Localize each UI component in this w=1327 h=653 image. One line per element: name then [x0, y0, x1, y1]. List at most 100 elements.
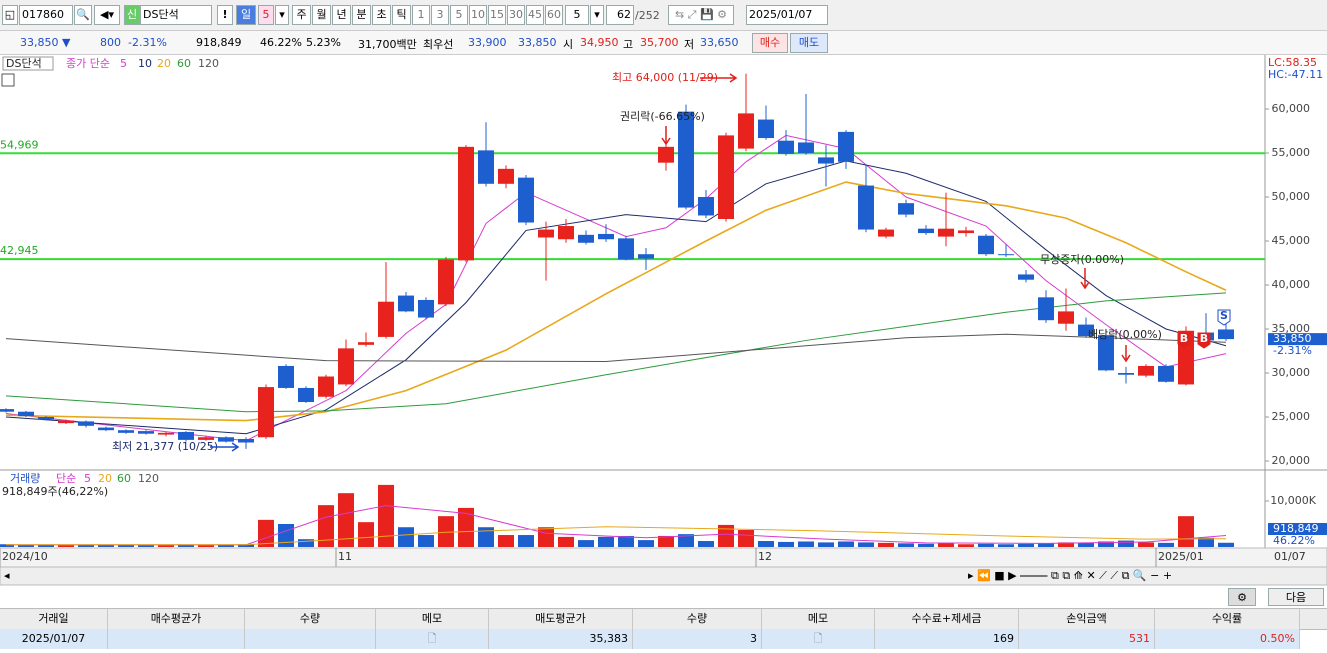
annotation-arrow — [661, 126, 671, 146]
candle-body — [38, 416, 54, 420]
candle-body — [598, 233, 614, 240]
period[interactable]: 일 — [236, 5, 256, 25]
icon[interactable]: ◱ — [2, 5, 18, 25]
candle-body — [578, 234, 594, 243]
count[interactable]: 62 — [606, 5, 634, 25]
period-button[interactable]: 초 — [372, 5, 391, 25]
legend-entry: 10 — [138, 57, 152, 70]
settings[interactable]: ⚙ — [1228, 588, 1256, 606]
interval-button[interactable]: 10 — [469, 5, 487, 25]
volume-bar — [918, 543, 934, 547]
scrollbar[interactable] — [0, 566, 1327, 586]
volume-sub: 918,849주(46,22%) — [2, 485, 108, 498]
scroll-tools[interactable]: ▸ ⏪ ■ ▶ ⎯⎯⎯⎯⎯ ⧉ ⧉ ⟰ ✕ ⟋ ⟋ ⧉ 🔍 − + — [968, 568, 1172, 582]
interval-button[interactable]: 5 — [450, 5, 468, 25]
table-cell: 531 — [1019, 629, 1155, 649]
amount: 31,700백만 — [358, 38, 417, 51]
sell-button[interactable]: 매도 — [790, 33, 828, 53]
candle-body — [178, 431, 194, 440]
dropdown[interactable]: ▾ — [275, 5, 289, 25]
next-button[interactable]: 다음 — [1268, 588, 1324, 606]
volume-bar — [1018, 543, 1034, 547]
interval-button[interactable]: 30 — [507, 5, 525, 25]
period-n[interactable]: 5 — [258, 5, 274, 25]
candle-body — [418, 299, 434, 318]
interval-button[interactable]: 60 — [545, 5, 563, 25]
table-header-cell: 수량 — [633, 609, 762, 629]
table-area: ⚙ 다음 거래일 매수평균가 수량 메모 매도평균가 수량 메모 수수료+제세금 손익금액 수익률… — [0, 586, 1327, 653]
volume-bar — [558, 536, 574, 547]
volume-bar — [478, 527, 494, 547]
candle-body — [198, 437, 214, 440]
date[interactable]: 2025/01/07 — [746, 5, 828, 25]
interval-button[interactable]: 45 — [526, 5, 544, 25]
interval-button[interactable]: 15 — [488, 5, 506, 25]
interval-button[interactable]: 1 — [412, 5, 430, 25]
volume-bar — [198, 545, 214, 547]
ma-line — [5, 160, 1227, 435]
volume-bar — [678, 534, 694, 547]
volume-bar — [1078, 542, 1094, 547]
volume-bar — [1218, 542, 1234, 547]
volume-bar — [698, 541, 714, 547]
table-header-cell: 수익률 — [1155, 609, 1300, 629]
period-button[interactable]: 분 — [352, 5, 371, 25]
candle-body — [298, 387, 314, 403]
signal-label: S — [1220, 309, 1228, 322]
tools[interactable]: ⇆ ⤢ 💾 ⚙ — [668, 5, 734, 25]
memo-icon[interactable]: 🗋 — [813, 632, 823, 645]
period-button[interactable]: 월 — [312, 5, 331, 25]
x-tick-label: 12 — [758, 550, 772, 563]
period-button[interactable]: 틱 — [392, 5, 411, 25]
volume-bar — [1058, 542, 1074, 547]
chart: ◂ ▸ ⏪ ■ ▶ ⎯⎯⎯⎯⎯ ⧉ ⧉ ⟰ ✕ ⟋ ⟋ ⧉ 🔍 − + 20,0… — [0, 55, 1327, 586]
candle-body — [118, 430, 134, 433]
alert[interactable]: ! — [217, 5, 233, 25]
interval-button[interactable]: 3 — [431, 5, 449, 25]
volume-bar — [18, 544, 34, 547]
interval-n[interactable]: 5 — [565, 5, 589, 25]
y-tick-label: 10,000K — [1270, 494, 1316, 507]
memo-icon[interactable]: 🗋 — [427, 632, 437, 645]
candle-body — [98, 427, 114, 431]
dropdown[interactable]: ▾ — [590, 5, 604, 25]
volume-bar — [238, 544, 254, 547]
code[interactable]: 017860 — [19, 5, 73, 25]
period-button[interactable]: 주 — [292, 5, 311, 25]
volume-last: 918,849 — [1273, 522, 1319, 535]
volume-bar — [578, 540, 594, 547]
table-header-cell: 매수평균가 — [108, 609, 245, 629]
volume-bar — [778, 541, 794, 547]
candle-body — [1058, 311, 1074, 324]
quote-bar: 33,850 ▼ 800 -2.31% 918,849 46.22% 5.23%… — [0, 31, 1327, 55]
memo-cell[interactable]: 🗋 — [376, 629, 489, 649]
candle-body — [158, 432, 174, 435]
candle-body — [1218, 329, 1234, 340]
ma-line — [6, 526, 1227, 546]
table-cell: 3 — [633, 629, 762, 649]
annotation-arrow — [1121, 345, 1131, 363]
volume-bar — [518, 535, 534, 547]
y-tick-label: 25,000 — [1272, 410, 1311, 423]
x-tick-label: 2024/10 — [2, 550, 48, 563]
buy-button[interactable]: 매수 — [752, 33, 788, 53]
period-button[interactable]: 년 — [332, 5, 351, 25]
search[interactable]: 🔍 — [74, 5, 92, 25]
level-label: 54,969 — [0, 138, 39, 151]
volume-title: 거래량 — [10, 472, 40, 485]
legend-entry: 5 — [120, 57, 127, 70]
ma-line — [5, 505, 1227, 546]
memo-cell[interactable]: 🗋 — [762, 629, 875, 649]
candle-body — [0, 409, 14, 412]
scroll-left[interactable]: ◂ — [4, 569, 10, 582]
volume-bar — [958, 544, 974, 547]
volume-bar — [1158, 542, 1174, 547]
volume-bar — [98, 544, 114, 547]
annotation: 최저 21,377 (10/25) — [112, 440, 218, 453]
volume-bar — [798, 541, 814, 547]
candle-body — [238, 438, 254, 443]
candle-body — [698, 196, 714, 216]
table-icon[interactable] — [1, 73, 15, 87]
volume-bar — [1178, 516, 1194, 547]
sound[interactable]: ◀▾ — [94, 5, 120, 25]
